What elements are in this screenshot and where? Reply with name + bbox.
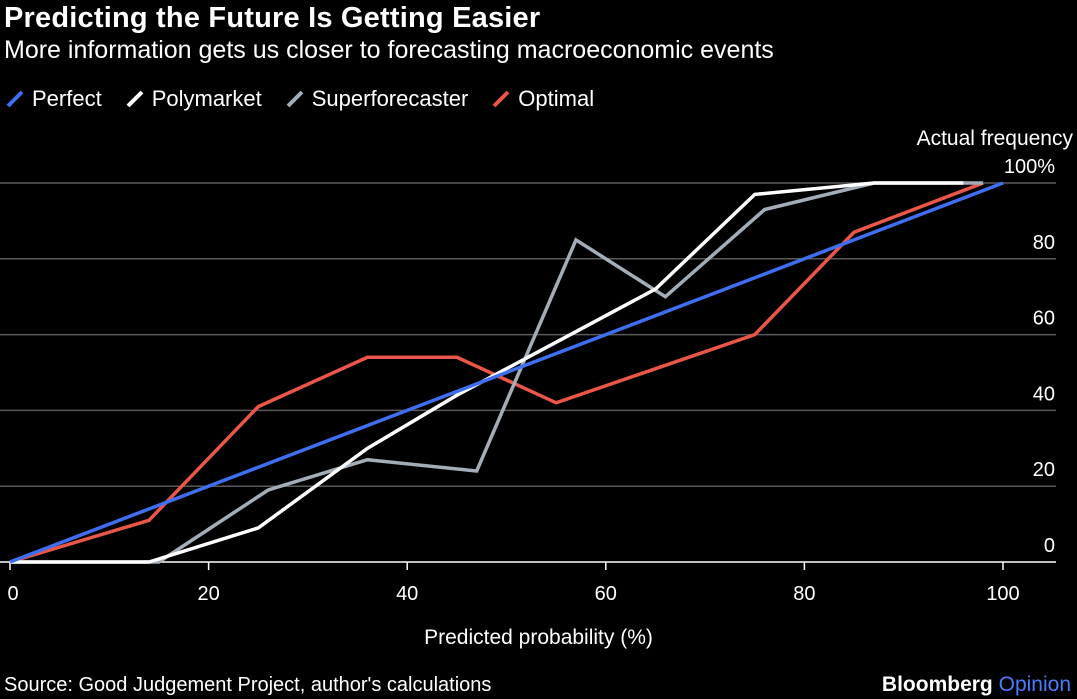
legend-swatch-icon: [492, 90, 510, 108]
legend-item-superforecaster: Superforecaster: [286, 86, 469, 112]
x-tick-label: 0: [7, 583, 18, 605]
legend-label: Polymarket: [151, 86, 262, 111]
y-tick-label: 0: [1044, 535, 1055, 557]
legend-swatch-icon: [286, 90, 304, 108]
chart-subtitle: More information gets us closer to forec…: [4, 36, 774, 64]
legend-label: Perfect: [32, 86, 102, 111]
source-note: Source: Good Judgement Project, author's…: [4, 674, 492, 696]
legend-swatch-icon: [6, 90, 24, 108]
series-line-superforecaster: [10, 181, 984, 564]
line-chart: 0 20 40 60 80 100% 0 20 40 60 80 100 Actual freque…: [0, 120, 1077, 650]
chart-title: Predicting the Future Is Getting Easier: [4, 2, 541, 34]
legend-item-polymarket: Polymarket: [126, 86, 262, 112]
x-tick-label: 20: [197, 583, 219, 605]
legend-swatch-icon: [126, 90, 144, 108]
x-tick-label: 80: [793, 583, 815, 605]
x-axis-ticks: 0 20 40 60 80 100: [7, 562, 1020, 605]
y-tick-label: 80: [1033, 232, 1055, 254]
y-axis-label: Actual frequency: [917, 127, 1074, 150]
x-tick-label: 60: [595, 583, 617, 605]
y-tick-label: 40: [1033, 383, 1055, 405]
y-axis-ticks: 0 20 40 60 80 100%: [1004, 156, 1055, 557]
series-lines: [9, 181, 1004, 564]
x-axis-label: Predicted probability (%): [424, 626, 653, 649]
y-tick-label: 60: [1033, 308, 1055, 330]
x-tick-label: 100: [986, 583, 1019, 605]
legend-label: Optimal: [518, 86, 595, 111]
legend: Perfect Polymarket Superforecaster Optimal: [6, 86, 618, 112]
brand-secondary: Opinion: [998, 673, 1071, 696]
brand-primary: Bloomberg: [881, 673, 993, 696]
series-line-polymarket: [10, 181, 964, 564]
series-line-perfect: [9, 181, 1004, 564]
brand-logo: Bloomberg Opinion: [882, 673, 1071, 697]
x-tick-label: 40: [396, 583, 418, 605]
y-tick-label: 20: [1033, 459, 1055, 481]
legend-label: Superforecaster: [311, 86, 469, 111]
chart-svg: 0 20 40 60 80 100% 0 20 40 60 80 100 Actual freque…: [0, 127, 1074, 649]
legend-item-perfect: Perfect: [6, 86, 102, 112]
grid-lines: [0, 182, 1056, 563]
series-line-optimal: [9, 181, 984, 564]
y-tick-label: 100%: [1004, 156, 1055, 178]
legend-item-optimal: Optimal: [492, 86, 594, 112]
